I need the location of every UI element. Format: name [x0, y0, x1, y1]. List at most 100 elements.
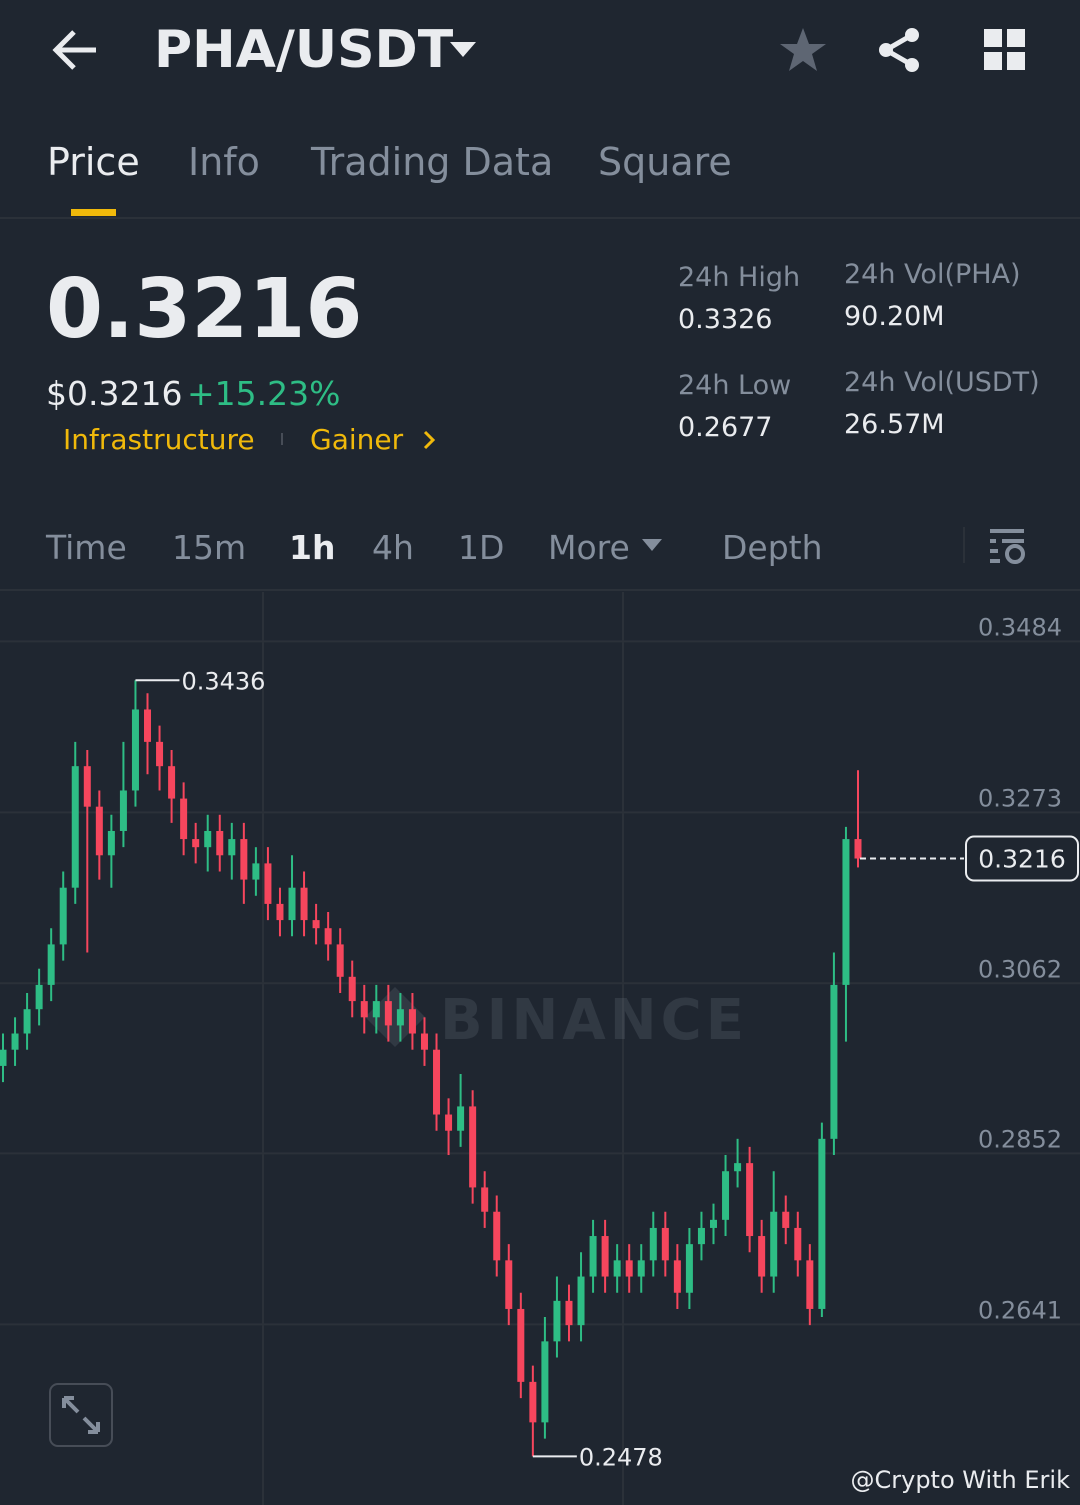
candle-body: [601, 1236, 609, 1277]
candle-body: [746, 1163, 754, 1237]
candle-body: [505, 1260, 513, 1309]
favorite-icon[interactable]: [778, 26, 828, 74]
high-label: 0.3436: [181, 667, 265, 695]
candle-body: [842, 839, 850, 985]
stat-value: 0.2677: [678, 412, 773, 443]
candle-body: [541, 1341, 549, 1423]
candle-body: [517, 1308, 525, 1382]
candle-body: [107, 830, 115, 856]
divider: [963, 527, 965, 563]
candle-body: [685, 1244, 693, 1293]
stat-label: 24h Vol(PHA): [844, 259, 1021, 290]
divider: [0, 217, 1080, 219]
candle-body: [722, 1171, 730, 1220]
candle-body: [0, 1049, 7, 1066]
candle-body: [649, 1227, 657, 1261]
tab[interactable]: Price: [47, 140, 140, 184]
candle-body: [469, 1106, 477, 1188]
interval[interactable]: Time: [46, 528, 127, 567]
candle-body: [481, 1187, 489, 1212]
low-label: 0.2478: [579, 1443, 663, 1471]
candle-body: [180, 798, 188, 840]
candlestick-chart: BINANCE @Crypto With Erik 0.3484 0.3273 0.…: [0, 592, 1080, 1505]
chart-settings-icon[interactable]: [988, 527, 1028, 565]
candle-body: [493, 1211, 501, 1261]
candle-body: [168, 766, 176, 799]
candle-body: [216, 830, 224, 856]
candle-body: [144, 709, 152, 742]
stat-value: 26.57M: [844, 409, 945, 440]
tag-chevron[interactable]: [422, 430, 436, 450]
interval[interactable]: Depth: [722, 528, 823, 567]
y-tick-label: 0.3484: [978, 613, 1062, 641]
candle-body: [35, 984, 43, 1010]
last-price-box: [965, 835, 1079, 882]
candle-body: [204, 830, 212, 848]
y-tick-label: 0.3062: [978, 955, 1062, 983]
candle-body: [854, 839, 862, 859]
candle-body: [47, 944, 55, 985]
candle-body: [553, 1300, 561, 1342]
usd-price: $0.3216: [46, 374, 183, 413]
tab[interactable]: Square: [598, 140, 732, 184]
pair-dropdown[interactable]: [448, 40, 478, 60]
expand-button[interactable]: [49, 1383, 113, 1447]
candle-body: [131, 709, 139, 791]
tag[interactable]: Gainer: [310, 423, 404, 456]
share-icon[interactable]: [876, 26, 924, 74]
interval[interactable]: 15m: [172, 528, 247, 567]
interval[interactable]: 1D: [458, 528, 505, 567]
last-price-label: 0.3216: [978, 845, 1065, 874]
more-dropdown[interactable]: [641, 538, 663, 552]
candle-body: [818, 1138, 826, 1309]
tab[interactable]: Info: [188, 140, 260, 184]
candle-body: [252, 863, 260, 880]
candle-body: [758, 1236, 766, 1277]
last-price: 0.3216: [46, 262, 363, 357]
candle-body: [637, 1260, 645, 1277]
expand-icon: [62, 1396, 100, 1434]
candle-body: [529, 1381, 537, 1423]
candle-body: [264, 863, 272, 904]
tab[interactable]: Trading Data: [311, 140, 554, 184]
candle-body: [794, 1227, 802, 1261]
candle-body: [457, 1106, 465, 1131]
interval[interactable]: 1h: [289, 528, 336, 567]
candle-body: [661, 1227, 669, 1261]
candle-body: [433, 1049, 441, 1115]
y-tick-label: 0.2641: [978, 1296, 1062, 1324]
candle-body: [782, 1211, 790, 1228]
stat-label: 24h Vol(USDT): [844, 367, 1040, 398]
candle-body: [192, 839, 200, 848]
candle-body: [420, 1033, 428, 1050]
watermark-text: BINANCE: [440, 988, 748, 1053]
candle-body: [119, 790, 127, 831]
interval[interactable]: More: [548, 528, 630, 567]
candle-body: [734, 1163, 742, 1172]
candle-body: [240, 839, 248, 880]
credit: @Crypto With Erik: [850, 1466, 1070, 1494]
candle-body: [697, 1227, 705, 1245]
menu-icon[interactable]: [984, 29, 1026, 71]
candle-body: [565, 1300, 573, 1326]
candle-body: [312, 920, 320, 929]
tag[interactable]: Infrastructure: [63, 423, 255, 456]
candle-body: [589, 1236, 597, 1277]
pair-title[interactable]: PHA/USDT: [154, 20, 454, 80]
candle-body: [11, 1033, 19, 1050]
candle-body: [613, 1260, 621, 1277]
stat-label: 24h High: [678, 262, 801, 293]
interval[interactable]: 4h: [372, 528, 414, 567]
stat-value: 0.3326: [678, 304, 773, 335]
candle-body: [384, 1001, 392, 1026]
candle-body: [276, 903, 284, 921]
price-change: +15.23%: [187, 374, 341, 413]
tab-indicator: [71, 209, 116, 216]
candle-body: [324, 928, 332, 945]
candle-body: [408, 1009, 416, 1034]
candle-body: [336, 944, 344, 977]
back-icon[interactable]: [50, 28, 100, 72]
candle-body: [23, 1009, 31, 1034]
candle-body: [360, 1001, 368, 1018]
